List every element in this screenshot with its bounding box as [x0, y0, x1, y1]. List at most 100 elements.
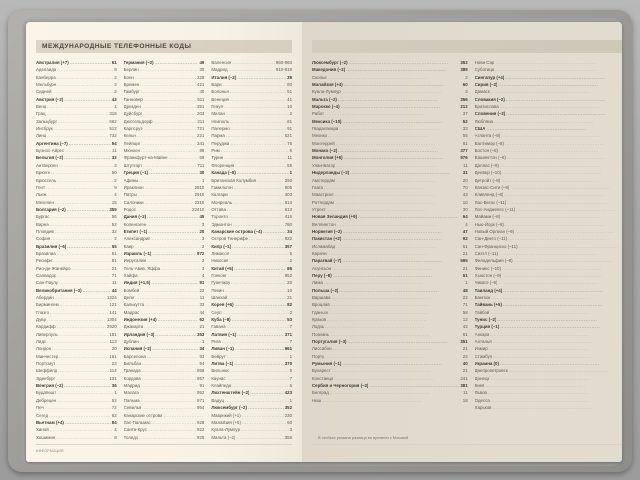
code-entry: Монтеррей...............................… [312, 140, 468, 147]
code-entry: Болонья.................................… [211, 88, 292, 95]
entry-dial-code: 21 [462, 368, 468, 374]
code-entry: Печ.....................................… [36, 404, 117, 411]
entry-country-name: Бари [211, 82, 222, 88]
entry-leader-dots: ........................................… [327, 250, 428, 256]
code-entry: Рабат...................................… [312, 110, 468, 117]
entry-country-name: Латвия (–1) [211, 331, 237, 337]
left-footer-rule [36, 444, 292, 445]
entry-country-name: Канарские острова [123, 412, 163, 418]
code-entry: Тайвань (+5)............................… [475, 301, 622, 308]
entry-leader-dots: ........................................… [56, 375, 108, 381]
entry-country-name: Египет (–1) [123, 228, 148, 234]
entry-leader-dots: ........................................… [47, 133, 109, 139]
entry-dial-code: 922 [284, 236, 293, 242]
code-entry: Хьюстон (–9)............................… [475, 272, 622, 279]
entry-leader-dots: ........................................… [229, 89, 286, 95]
code-entry: Лас-Пальмас.............................… [124, 419, 205, 426]
entry-country-name: Бразилиа [36, 250, 56, 256]
code-entry: Аргентина (–7)..........................… [36, 140, 117, 147]
entry-leader-dots: ........................................… [501, 133, 602, 139]
entry-leader-dots: ........................................… [136, 133, 196, 139]
entry-country-name: Вена [36, 104, 47, 110]
entry-dial-code: 2 [289, 309, 293, 315]
entry-dial-code: 403 [284, 192, 293, 198]
entry-leader-dots: ........................................… [141, 140, 197, 146]
entry-dial-code: 228 [197, 74, 205, 80]
entry-dial-code: 7 [289, 339, 293, 345]
entry-country-name: Бостон (–8) [474, 148, 499, 154]
entry-dial-code: 1 [201, 177, 205, 183]
entry-country-name: Пекин [211, 287, 224, 293]
code-entry: Сидней..................................… [36, 88, 117, 95]
entry-leader-dots: ........................................… [51, 170, 111, 176]
code-entry: Норвегия (–2)...........................… [312, 228, 468, 235]
entry-country-name: Карачи [312, 250, 327, 256]
entry-leader-dots: ........................................… [57, 82, 113, 88]
entry-country-name: Сирия (–2) [474, 82, 498, 88]
entry-dial-code: 595 [460, 258, 468, 264]
entry-leader-dots: ........................................… [502, 170, 602, 176]
code-entry: Патры...................................… [124, 191, 205, 198]
code-entry: Кипр (–1)...............................… [211, 243, 292, 250]
code-entry: Нью-Йорк (–8)...........................… [475, 221, 622, 228]
code-entry: Каир....................................… [124, 243, 205, 250]
code-entry: Шеффилд.................................… [36, 367, 117, 374]
entry-country-name: Индонезия (+4) [123, 317, 157, 323]
entry-country-name: Майами (–8) [474, 214, 501, 220]
entry-leader-dots: ........................................… [229, 96, 286, 102]
entry-leader-dots: ........................................… [263, 228, 287, 234]
entry-dial-code: 92 [462, 236, 468, 242]
entry-country-name: Торонто [211, 214, 228, 220]
entry-leader-dots: ........................................… [342, 118, 443, 124]
entry-leader-dots: ........................................… [66, 206, 109, 212]
entry-country-name: Одесса [474, 397, 490, 403]
entry-country-name: Мехико [312, 133, 328, 139]
entry-country-name: Патры [123, 192, 137, 198]
entry-leader-dots: ........................................… [58, 162, 114, 168]
entry-leader-dots: ........................................… [337, 96, 438, 102]
code-entry: Гент....................................… [36, 184, 117, 191]
entry-dial-code: 71 [111, 272, 117, 278]
entry-country-name: Вильнюс [211, 368, 230, 374]
code-entry: Бремен..................................… [124, 81, 205, 88]
code-entry: Буэнос-Айрес............................… [36, 147, 117, 154]
entry-country-name: Новая Зеландия (+9) [312, 214, 357, 220]
code-entry: Балтимор (–8)...........................… [475, 140, 622, 147]
entry-dial-code: 211 [197, 118, 205, 124]
code-entry: Ливан (–1)..............................… [211, 345, 292, 352]
entry-country-name: Куба (–8) [211, 317, 231, 323]
entry-leader-dots: ........................................… [140, 82, 196, 88]
code-entry: Ирландия (–3)...........................… [124, 331, 205, 338]
code-entry: Сеул....................................… [211, 309, 292, 316]
entry-country-name: Перу (–8) [312, 272, 332, 278]
entry-leader-dots: ........................................… [82, 287, 111, 293]
entry-dial-code: 10 [287, 104, 293, 110]
entry-country-name: Франкфурт-на-Майне [123, 155, 168, 161]
entry-leader-dots: ........................................… [57, 272, 111, 278]
entry-country-name: Вадуц [211, 397, 224, 403]
entry-country-name: Лодзь [312, 324, 325, 330]
entry-leader-dots: ........................................… [229, 258, 288, 264]
entry-country-name: Каунас [211, 375, 226, 381]
entry-dial-code: 1 [289, 353, 293, 359]
code-entry: Великобритания (–3).....................… [36, 287, 117, 294]
code-entry: Салоники................................… [124, 199, 205, 206]
code-entry: Словения (–2)...........................… [475, 110, 622, 117]
entry-dial-code: 2 [201, 258, 205, 264]
code-entry: Джакарта................................… [124, 323, 205, 330]
entry-country-name: Рим [211, 148, 220, 154]
code-entry: Портсмут................................… [36, 360, 117, 367]
entry-leader-dots: ........................................… [499, 104, 600, 110]
entry-country-name: Аргентина (–7) [36, 140, 68, 146]
code-entry: Мальта (–2).............................… [211, 434, 292, 441]
entry-dial-code: 33 [462, 126, 468, 132]
entry-leader-dots: ........................................… [47, 317, 106, 323]
code-entry: Куала-Лумпур............................… [312, 88, 468, 95]
entry-country-name: Краков [312, 317, 327, 323]
entry-leader-dots: ........................................… [145, 302, 199, 308]
code-entry: Барселона...............................… [124, 353, 205, 360]
entry-country-name: Марокко (–4) [312, 104, 340, 110]
entry-leader-dots: ........................................… [501, 265, 602, 271]
entry-leader-dots: ........................................… [225, 133, 284, 139]
entry-country-name: Остров Тенерифе [211, 236, 249, 242]
